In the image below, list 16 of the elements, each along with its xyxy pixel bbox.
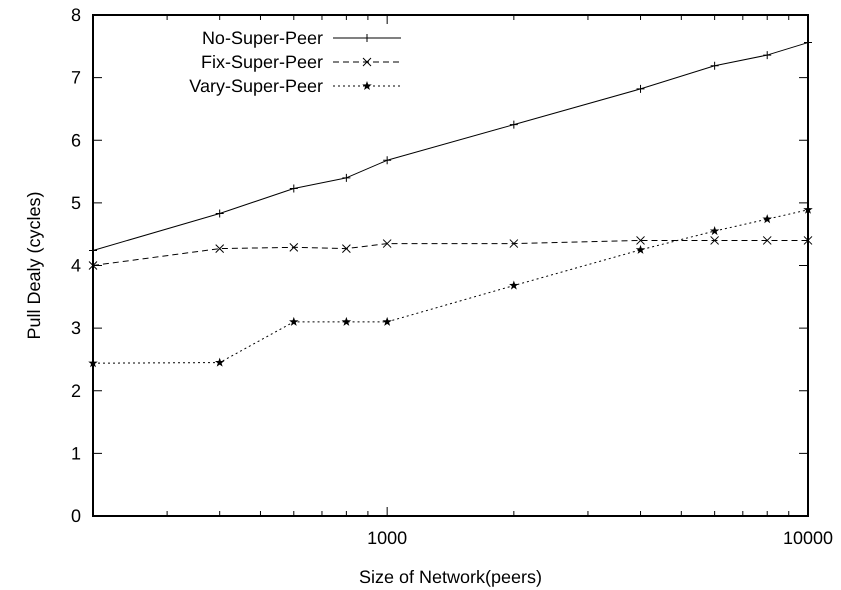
x-axis-title: Size of Network(peers) (358, 567, 542, 587)
x-tick-label: 1000 (367, 528, 408, 548)
legend-label: Vary-Super-Peer (189, 76, 324, 96)
y-tick-label: 4 (70, 256, 81, 276)
y-tick-label: 6 (70, 130, 81, 150)
legend-label: No-Super-Peer (202, 28, 323, 48)
y-tick-label: 8 (70, 5, 81, 25)
legend-label: Fix-Super-Peer (200, 52, 323, 72)
y-tick-label: 1 (70, 443, 81, 464)
y-tick-label: 2 (70, 380, 81, 401)
y-tick-label: 7 (70, 68, 81, 88)
y-axis-title: Pull Dealy (cycles) (24, 191, 44, 340)
y-tick-label: 5 (70, 192, 81, 213)
x-tick-label: 10000 (782, 528, 834, 548)
y-tick-label: 3 (70, 318, 81, 338)
y-tick-label: 0 (70, 506, 81, 526)
